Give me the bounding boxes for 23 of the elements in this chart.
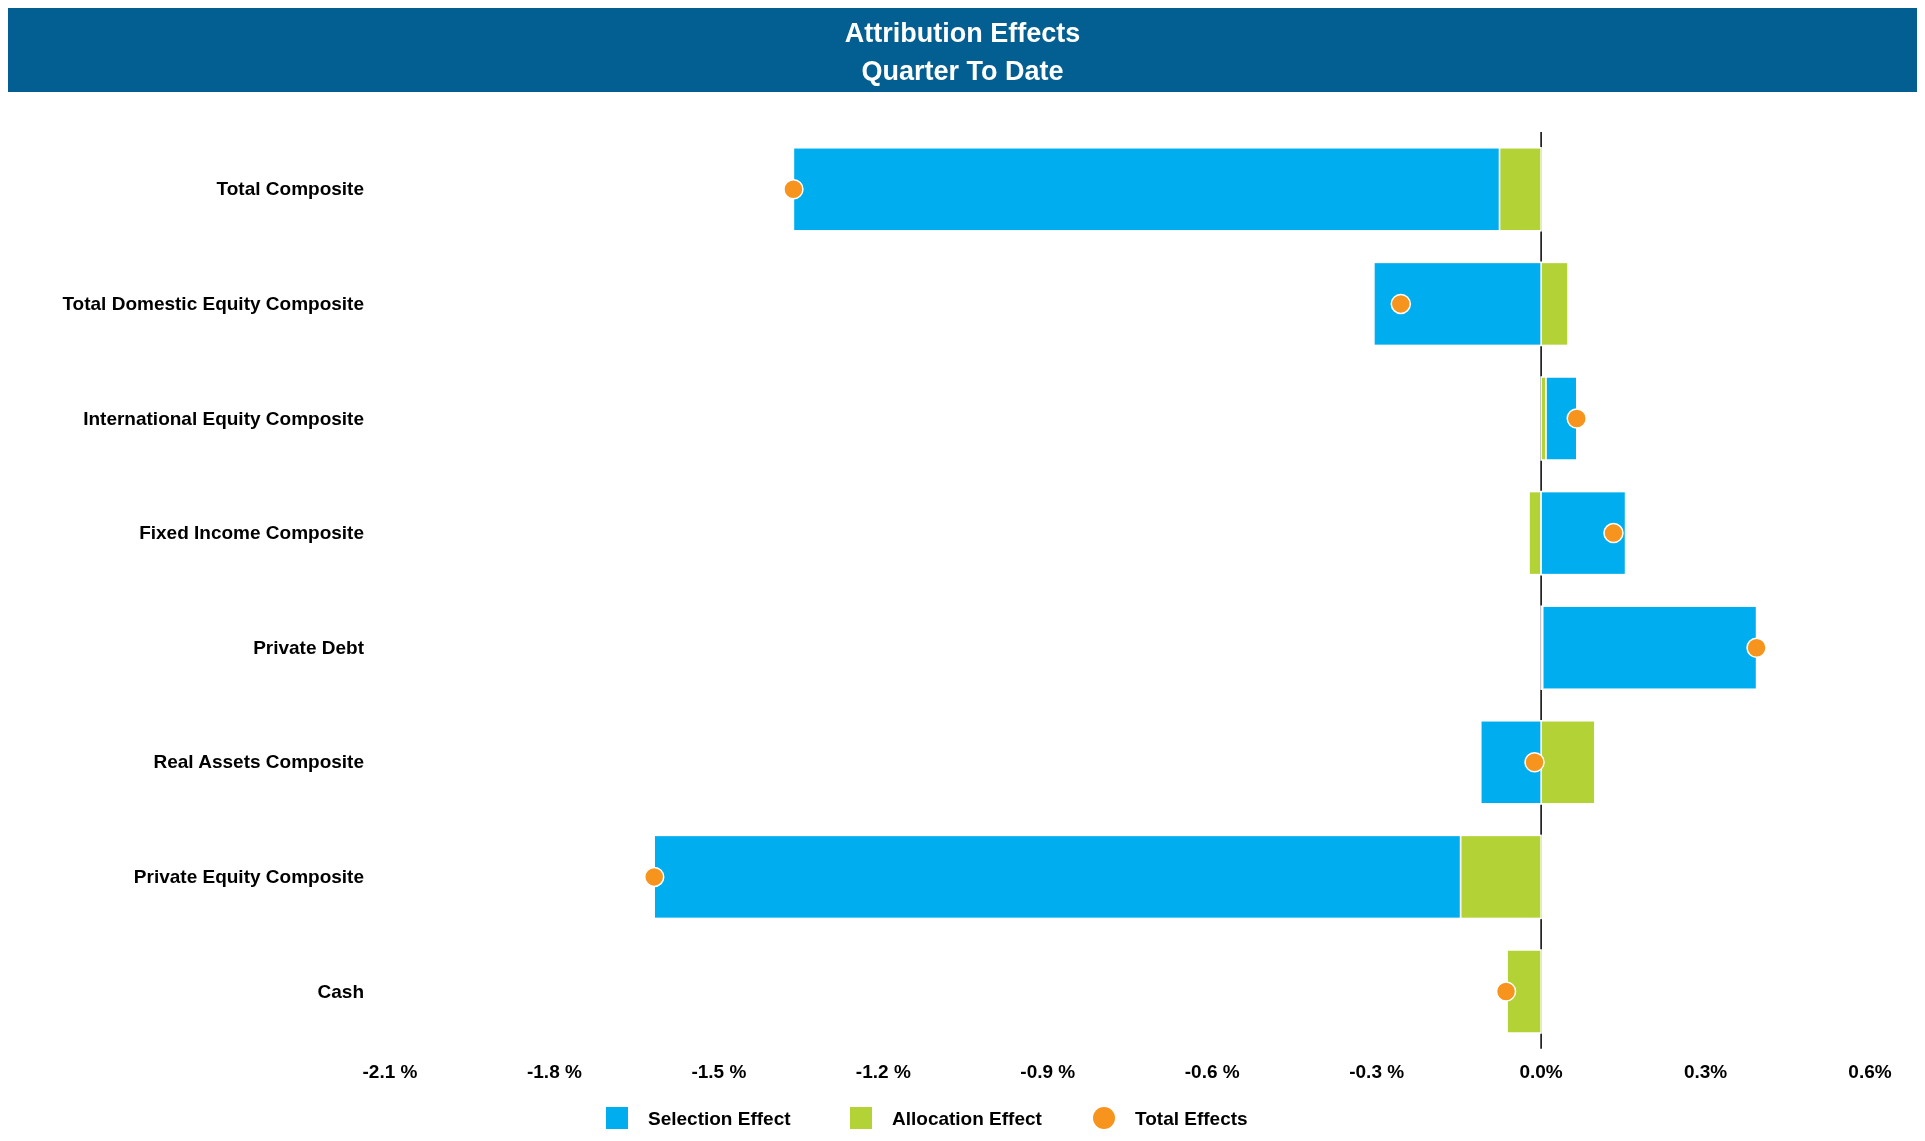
x-tick-label: 0.3%	[1683, 1061, 1728, 1082]
x-tick-label: 0.0%	[1519, 1061, 1563, 1082]
x-tick-label: -1.8 %	[526, 1061, 582, 1082]
legend-label: Allocation Effect	[892, 1108, 1043, 1129]
chart-subtitle: Quarter To Date	[861, 56, 1064, 86]
x-tick-label: -0.9 %	[1020, 1061, 1076, 1082]
x-tick-label: 0.6%	[1848, 1061, 1892, 1082]
x-tick-label: -0.6 %	[1184, 1061, 1240, 1082]
legend-label: Total Effects	[1135, 1108, 1248, 1129]
y-tick-label: Cash	[317, 980, 364, 1002]
y-tick-label: Private Debt	[253, 636, 365, 658]
x-tick-label: -1.2 %	[855, 1061, 911, 1082]
y-tick-label: Fixed Income Composite	[139, 522, 364, 544]
y-tick-label: Real Assets Composite	[153, 751, 364, 773]
x-tick-label: -1.5 %	[691, 1061, 747, 1082]
y-tick-label: International Equity Composite	[83, 407, 364, 429]
legend-label: Selection Effect	[648, 1108, 792, 1129]
y-tick-label: Total Domestic Equity Composite	[62, 292, 364, 314]
y-tick-label: Private Equity Composite	[133, 865, 364, 887]
x-tick-label: -2.1 %	[362, 1061, 418, 1082]
y-tick-label: Total Composite	[216, 178, 364, 200]
x-tick-label: -0.3 %	[1349, 1061, 1405, 1082]
chart-title: Attribution Effects	[844, 18, 1081, 48]
